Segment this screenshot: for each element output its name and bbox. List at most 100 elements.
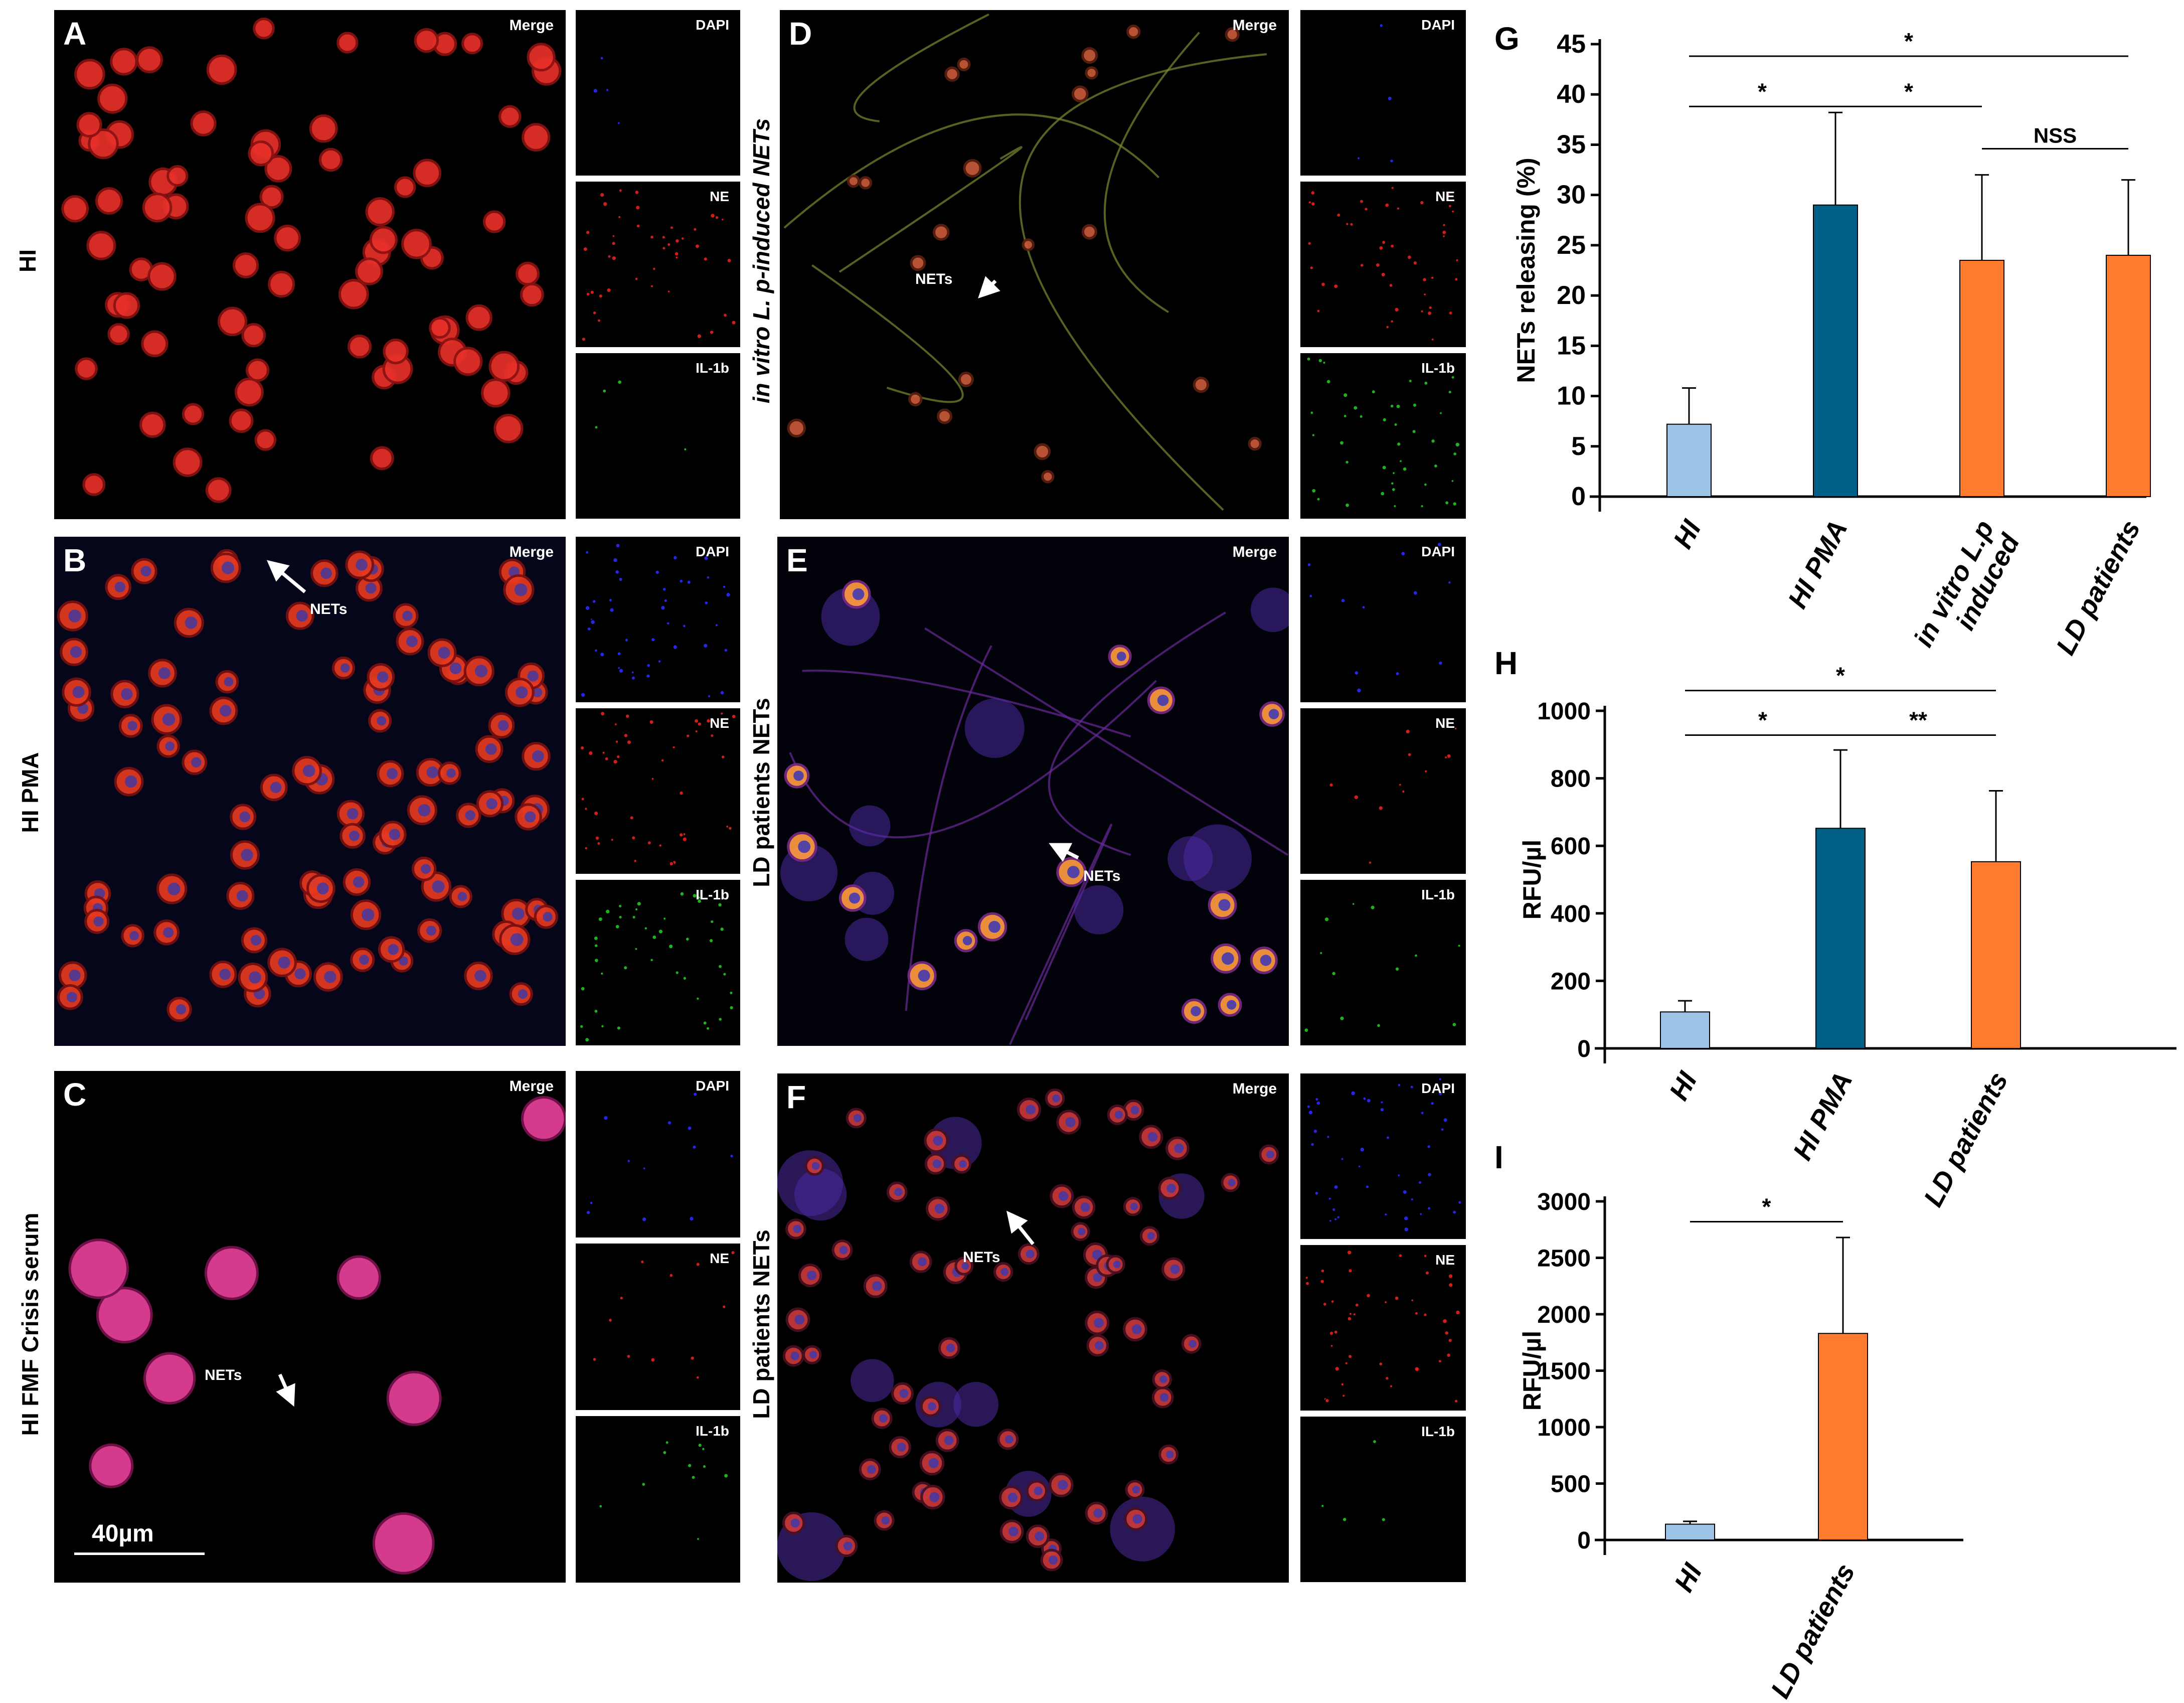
nucleus-mark <box>340 663 350 673</box>
cell-mark <box>696 1375 700 1380</box>
nucleus-mark <box>497 720 509 731</box>
dapi-panel-f: DAPI <box>1300 1073 1466 1239</box>
nucleus-mark <box>449 662 462 675</box>
cell-mark <box>521 1096 566 1142</box>
cell-mark <box>598 916 603 922</box>
cell-mark <box>401 229 432 259</box>
arrow-icon <box>1006 1210 1035 1246</box>
cell-mark <box>1393 504 1397 508</box>
panel-letter: C <box>63 1076 87 1113</box>
cell-mark <box>1423 381 1428 386</box>
il-panel-b: IL-1b <box>576 880 740 1045</box>
cell-mark <box>1439 411 1443 415</box>
cell-mark <box>599 56 604 61</box>
cell-mark <box>1316 497 1321 502</box>
cell-mark <box>1352 1312 1357 1316</box>
cell-mark <box>600 1024 605 1028</box>
cell-mark <box>1362 1097 1367 1101</box>
cell-mark <box>1442 1318 1448 1324</box>
cell-mark <box>1427 1206 1431 1210</box>
nucleus-mark <box>474 665 488 678</box>
cell-mark <box>1328 1219 1332 1223</box>
cell-mark <box>1353 794 1359 800</box>
il-panel-a: IL-1b <box>576 353 740 519</box>
panel-letter: F <box>786 1079 806 1115</box>
nucleus-mark <box>359 955 369 965</box>
micrograph-image <box>579 891 734 1042</box>
cell-mark <box>714 196 720 202</box>
cell-mark <box>1394 1295 1400 1301</box>
y-tick-label: 0 <box>1571 482 1586 511</box>
cell-mark <box>1398 783 1402 787</box>
cell-mark <box>1317 358 1323 363</box>
y-tick-label: 30 <box>1557 181 1586 210</box>
cell-mark <box>1322 1302 1327 1307</box>
cell-mark <box>1345 503 1350 508</box>
nucleus-mark <box>1157 694 1169 706</box>
cell-mark <box>1359 1147 1365 1153</box>
cell-mark <box>232 252 259 278</box>
cell-mark <box>245 203 275 233</box>
cell-mark <box>1308 1110 1313 1116</box>
cell-mark <box>481 378 511 408</box>
nucleus-mark <box>316 882 329 895</box>
nucleus-mark <box>426 925 436 936</box>
cell-mark <box>594 425 599 430</box>
cell-mark <box>649 235 654 240</box>
nucleus-mark <box>928 1402 936 1411</box>
cell-mark <box>1333 1217 1337 1221</box>
cell-mark <box>1422 277 1427 282</box>
cell-mark <box>674 251 680 257</box>
net-fiber <box>838 146 1023 273</box>
cell-mark <box>1437 542 1442 547</box>
dapi-panel-d: DAPI <box>1300 10 1466 176</box>
cell-mark <box>592 88 598 94</box>
cell-mark <box>1311 488 1316 494</box>
merge-label: Merge <box>509 544 554 560</box>
cell-mark <box>1250 587 1289 633</box>
cell-mark <box>1370 904 1376 910</box>
y-axis-label: RFU/µl <box>1518 840 1546 919</box>
chart-letter-h: H <box>1494 645 1518 681</box>
cell-mark <box>139 411 166 438</box>
micrograph-image <box>580 543 731 698</box>
cell-mark <box>619 1296 624 1301</box>
cell-mark <box>1454 726 1458 730</box>
cell-mark <box>264 155 292 183</box>
nucleus-mark <box>790 1351 799 1360</box>
cell-mark <box>229 408 254 433</box>
cell-mark <box>598 1504 603 1508</box>
cell-mark <box>482 210 506 233</box>
cell-mark <box>689 1216 695 1221</box>
dapi-label: DAPI <box>696 544 729 559</box>
cell-mark <box>646 663 651 668</box>
cell-mark <box>707 694 711 698</box>
significance-label: NSS <box>2034 123 2077 147</box>
cell-mark <box>1444 755 1448 759</box>
cell-mark <box>1305 1281 1310 1286</box>
cell-mark <box>590 289 595 295</box>
nucleus-mark <box>191 757 202 767</box>
micrograph-image <box>580 711 737 866</box>
cell-mark <box>1408 379 1413 383</box>
net-fiber <box>853 13 989 122</box>
il-label: IL-1b <box>1421 360 1455 376</box>
nucleus-mark <box>1189 1340 1197 1348</box>
cell-mark <box>1362 605 1366 609</box>
nucleus-mark <box>1034 1486 1043 1495</box>
nucleus-mark <box>811 1162 820 1170</box>
cell-mark <box>527 43 556 72</box>
cell-mark <box>1433 463 1438 469</box>
nets-annotation: NETs <box>1083 868 1121 884</box>
cell-mark <box>1379 1107 1385 1113</box>
cell-mark <box>1322 361 1326 365</box>
cell-mark <box>667 1120 672 1126</box>
y-tick-label: 1000 <box>1537 698 1591 725</box>
cell-mark <box>1353 405 1359 411</box>
cell-mark <box>589 1201 594 1205</box>
cell-mark <box>634 276 639 281</box>
cell-mark <box>593 936 599 941</box>
cell-mark <box>592 311 597 316</box>
y-tick-label: 0 <box>1577 1527 1591 1554</box>
cell-mark <box>1081 47 1098 64</box>
